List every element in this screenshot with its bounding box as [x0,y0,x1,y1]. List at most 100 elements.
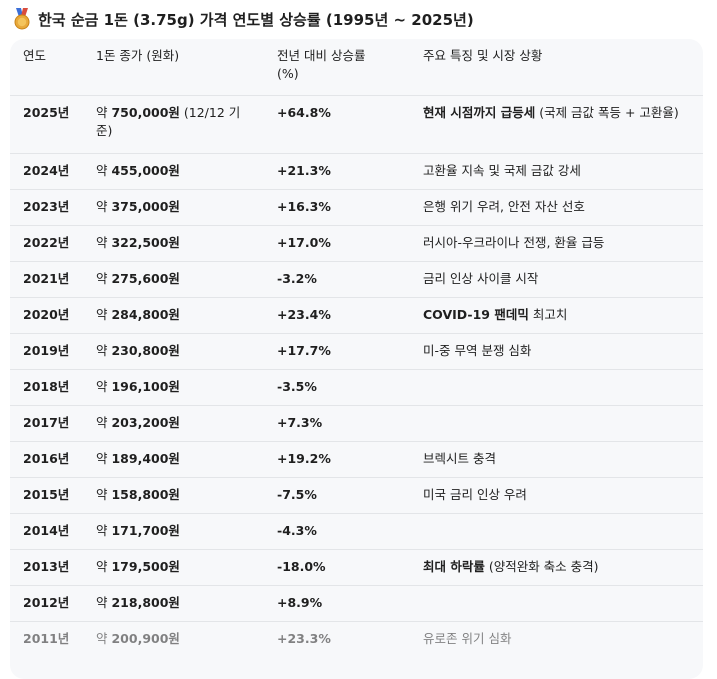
price-prefix: 약 [96,451,112,466]
price-prefix: 약 [96,163,112,178]
cell-rate: -4.3% [277,523,317,538]
price-suffix: (12/12 기준) [96,105,241,138]
header-rate: 전년 대비 상승률 (%) [277,48,366,81]
cell-year: 2011년 [23,631,70,646]
note-text: 유로존 위기 심화 [423,631,512,646]
price-amount: 171,700원 [111,523,180,538]
cell-rate: +23.3% [277,631,331,646]
header-note: 주요 특징 및 시장 상황 [423,48,543,63]
cell-note: 미국 금리 인상 우려 [423,486,691,504]
table-row: 2025년 약 750,000원 (12/12 기준) +64.8% 현재 시점까지 … [10,96,703,154]
medal-icon [14,8,30,30]
row-divider [10,585,703,586]
price-amount: 200,900원 [111,631,180,646]
cell-year: 2013년 [23,559,70,574]
page-title: 한국 순금 1돈 (3.75g) 가격 연도별 상승률 (1995년 ~ 202… [12,8,474,30]
row-divider [10,189,703,190]
cell-rate: +19.2% [277,451,331,466]
price-amount: 196,100원 [111,379,180,394]
cell-year: 2022년 [23,235,70,250]
cell-note: 최대 하락률 (양적완화 축소 충격) [423,558,691,576]
price-prefix: 약 [96,595,112,610]
cell-year: 2025년 [23,105,70,120]
price-prefix: 약 [96,631,112,646]
cell-year: 2015년 [23,487,70,502]
row-divider [10,369,703,370]
price-amount: 203,200원 [111,415,180,430]
table-row: 2021년 약 275,600원 -3.2% 금리 인상 사이클 시작 [10,262,703,298]
cell-price: 약 218,800원 [96,594,274,612]
cell-year: 2023년 [23,199,70,214]
price-amount: 230,800원 [111,343,180,358]
price-amount: 322,500원 [111,235,180,250]
cell-rate: +64.8% [277,105,331,120]
table-row: 2022년 약 322,500원 +17.0% 러시아-우크라이나 전쟁, 환율 급등 [10,226,703,262]
table-row: 2018년 약 196,100원 -3.5% [10,370,703,406]
price-prefix: 약 [96,199,112,214]
cell-price: 약 200,900원 [96,630,274,648]
price-prefix: 약 [96,105,112,120]
price-amount: 275,600원 [111,271,180,286]
cell-price: 약 158,800원 [96,486,274,504]
cell-price: 약 455,000원 [96,162,274,180]
page-title-text: 한국 순금 1돈 (3.75g) 가격 연도별 상승률 (1995년 ~ 202… [38,10,474,29]
price-prefix: 약 [96,235,112,250]
row-divider [10,405,703,406]
table-row: 2011년 약 200,900원 +23.3% 유로존 위기 심화 [10,622,703,658]
cell-price: 약 322,500원 [96,234,274,252]
note-text: 미-중 무역 분쟁 심화 [423,343,532,358]
cell-rate: +8.9% [277,595,323,610]
price-amount: 284,800원 [111,307,180,322]
cell-price: 약 375,000원 [96,198,274,216]
price-amount: 218,800원 [111,595,180,610]
cell-year: 2024년 [23,163,70,178]
price-amount: 375,000원 [111,199,180,214]
cell-price: 약 230,800원 [96,342,274,360]
table-row: 2017년 약 203,200원 +7.3% [10,406,703,442]
table-row: 2014년 약 171,700원 -4.3% [10,514,703,550]
price-prefix: 약 [96,343,112,358]
cell-rate: -7.5% [277,487,317,502]
note-text: 최고치 [528,307,568,322]
cell-year: 2020년 [23,307,70,322]
cell-rate: +7.3% [277,415,323,430]
cell-rate: -3.2% [277,271,317,286]
cell-year: 2018년 [23,379,70,394]
price-amount: 158,800원 [111,487,180,502]
price-prefix: 약 [96,307,112,322]
cell-note: 은행 위기 우려, 안전 자산 선호 [423,198,691,216]
table-row: 2012년 약 218,800원 +8.9% [10,586,703,622]
cell-note: 유로존 위기 심화 [423,630,691,648]
cell-rate: -3.5% [277,379,317,394]
note-text: 은행 위기 우려, 안전 자산 선호 [423,199,585,214]
row-divider [10,621,703,622]
price-amount: 455,000원 [111,163,180,178]
cell-year: 2012년 [23,595,70,610]
cell-price: 약 196,100원 [96,378,274,396]
cell-note: 미-중 무역 분쟁 심화 [423,342,691,360]
row-divider [10,477,703,478]
price-prefix: 약 [96,559,112,574]
cell-price: 약 275,600원 [96,270,274,288]
cell-year: 2016년 [23,451,70,466]
note-highlight: 현재 시점까지 급등세 [423,105,536,120]
note-text: 고환율 지속 및 국제 금값 강세 [423,163,581,178]
note-text: 러시아-우크라이나 전쟁, 환율 급등 [423,235,605,250]
table-row: 2024년 약 455,000원 +21.3% 고환율 지속 및 국제 금값 강세 [10,154,703,190]
cell-rate: +17.0% [277,235,331,250]
note-text: 미국 금리 인상 우려 [423,487,527,502]
cell-price: 약 203,200원 [96,414,274,432]
price-prefix: 약 [96,271,112,286]
row-divider [10,441,703,442]
cell-rate: -18.0% [277,559,326,574]
row-divider [10,513,703,514]
cell-note: 현재 시점까지 급등세 (국제 금값 폭등 + 고환율) [423,104,691,122]
cell-note: 브렉시트 충격 [423,450,691,468]
cell-price: 약 189,400원 [96,450,274,468]
cell-year: 2021년 [23,271,70,286]
cell-note: 고환율 지속 및 국제 금값 강세 [423,162,691,180]
table-row: 2016년 약 189,400원 +19.2% 브렉시트 충격 [10,442,703,478]
cell-rate: +23.4% [277,307,331,322]
cell-price: 약 750,000원 (12/12 기준) [96,104,246,140]
row-divider [10,261,703,262]
